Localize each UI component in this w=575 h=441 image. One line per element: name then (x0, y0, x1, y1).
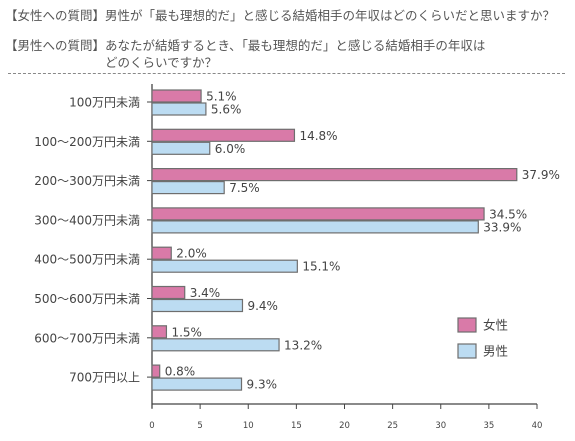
legend-swatch-male (457, 343, 477, 359)
question-female-tag: 【女性への質問】 (5, 8, 106, 23)
dashed-divider (8, 73, 565, 74)
x-tick-label: 15 (291, 421, 302, 431)
data-label-male: 7.5% (229, 181, 260, 195)
category-label: 700万円以上 (69, 371, 140, 385)
data-label-male: 33.9% (483, 220, 521, 234)
x-tick-label: 10 (243, 421, 254, 431)
bar-male (151, 181, 225, 195)
bar-female (151, 207, 485, 221)
data-label-male: 9.3% (247, 378, 278, 392)
x-tick-label: 0 (149, 421, 154, 431)
legend-swatch-female (457, 317, 477, 333)
bar-female (151, 285, 186, 300)
data-label-male: 15.1% (302, 260, 340, 274)
bar-female (151, 128, 296, 142)
question-male-tag: 【男性への質問】 (5, 38, 106, 53)
x-tick-label: 20 (339, 421, 350, 431)
bar-female (151, 325, 168, 339)
data-label-female: 37.9% (522, 168, 560, 182)
data-label-female: 34.5% (489, 207, 527, 221)
question-female-text: 男性が「最も理想的だ」と感じる結婚相手の年収はどのくらいだと思いますか？ (105, 8, 556, 23)
category-label: 100～200万円未満 (34, 135, 140, 149)
bar-male (151, 298, 244, 313)
question-male: 【男性への質問】あなたが結婚するとき、「最も理想的だ」と感じる結婚相手の年収は … (5, 37, 485, 71)
data-label-female: 14.8% (299, 129, 337, 143)
category-label: 400～500万円未満 (34, 253, 140, 267)
bar-female (151, 246, 172, 260)
question-female: 【女性への質問】男性が「最も理想的だ」と感じる結婚相手の年収はどのくらいだと思い… (5, 7, 555, 24)
x-tick-label: 35 (483, 421, 494, 431)
category-label: 300～400万円未満 (34, 213, 140, 227)
data-label-male: 13.2% (284, 338, 322, 352)
category-label: 500～600万円未満 (34, 292, 140, 306)
bar-male (151, 338, 280, 352)
bar-female (151, 89, 202, 103)
legend-label-male: 男性 (483, 344, 508, 359)
bar-male (151, 141, 211, 155)
data-label-male: 5.6% (211, 103, 242, 117)
x-tick-label: 25 (387, 421, 398, 431)
data-label-female: 3.4% (190, 286, 221, 300)
category-label: 100万円未満 (69, 96, 140, 110)
bar-male (151, 220, 479, 234)
bar-female (151, 364, 161, 378)
data-label-male: 9.4% (247, 299, 278, 313)
data-label-female: 5.1% (206, 90, 237, 104)
data-label-male: 6.0% (215, 142, 246, 156)
category-label: 200～300万円未満 (34, 174, 140, 188)
data-label-female: 2.0% (176, 247, 207, 261)
x-tick-label: 30 (435, 421, 446, 431)
category-label: 600～700万円未満 (34, 331, 140, 345)
data-label-female: 1.5% (171, 325, 202, 339)
legend-label-female: 女性 (483, 318, 508, 333)
bar-male (151, 102, 207, 116)
data-label-female: 0.8% (165, 365, 196, 379)
bar-female (151, 168, 518, 182)
question-male-text: あなたが結婚するとき、「最も理想的だ」と感じる結婚相手の年収は どのくらいですか… (105, 38, 486, 70)
bar-male (151, 259, 298, 273)
x-tick-label: 5 (197, 421, 202, 431)
x-tick-label: 40 (532, 421, 543, 431)
bar-male (151, 377, 243, 391)
